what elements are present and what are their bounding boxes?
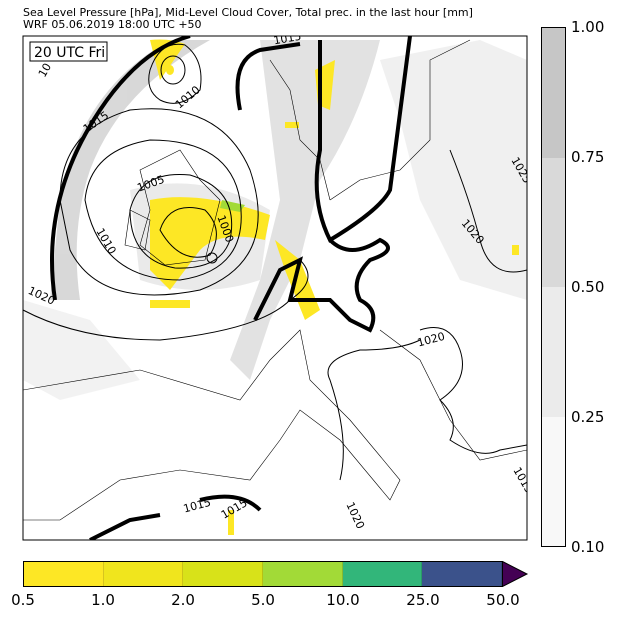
isobar-label: 10 — [36, 61, 54, 80]
colorbar-segment — [542, 157, 565, 287]
colorbar-segment — [342, 562, 423, 586]
precip-tick: 5.0 — [251, 591, 275, 609]
colorbar-extend-arrow — [502, 561, 529, 587]
time-label-box — [29, 41, 108, 62]
cloud-tick: 0.25 — [571, 408, 605, 426]
colorbar-segment — [183, 562, 264, 586]
precip-tick: 10.0 — [326, 591, 360, 609]
title-line-1: Sea Level Pressure [hPa], Mid-Level Clou… — [23, 6, 473, 19]
cloud-tick: 0.75 — [571, 148, 605, 166]
cloud-tick: 0.10 — [571, 538, 605, 556]
precip-tick: 2.0 — [171, 591, 195, 609]
isobars — [23, 36, 527, 540]
cloud-cover-colorbar — [541, 27, 566, 547]
colorbar-segment — [542, 28, 565, 158]
isobar-label: 1015 — [272, 30, 302, 48]
precip-tick: 0.5 — [11, 591, 35, 609]
map-frame — [22, 35, 528, 541]
map-title: Sea Level Pressure [hPa], Mid-Level Clou… — [23, 7, 473, 31]
cloud-tick: 0.50 — [571, 278, 605, 296]
title-line-2: WRF 05.06.2019 18:00 UTC +50 — [23, 18, 202, 31]
time-label: 20 UTC Fri — [34, 45, 105, 61]
colorbar-segment — [24, 562, 104, 586]
colorbar-segment — [103, 562, 184, 586]
colorbar-segment — [422, 562, 503, 586]
cloud-tick: 1.00 — [571, 18, 605, 36]
precip-colorbar — [23, 561, 503, 587]
colorbar-segment — [542, 287, 565, 417]
precip-tick: 1.0 — [91, 591, 115, 609]
precip-tick: 25.0 — [406, 591, 440, 609]
colorbar-segment — [263, 562, 343, 586]
colorbar-segment — [542, 416, 565, 546]
coastlines — [23, 39, 527, 521]
weather-map: 1015 10 1010 1015 1005 1010 1000 1020 10… — [22, 30, 528, 541]
precip-tick: 50.0 — [486, 591, 520, 609]
